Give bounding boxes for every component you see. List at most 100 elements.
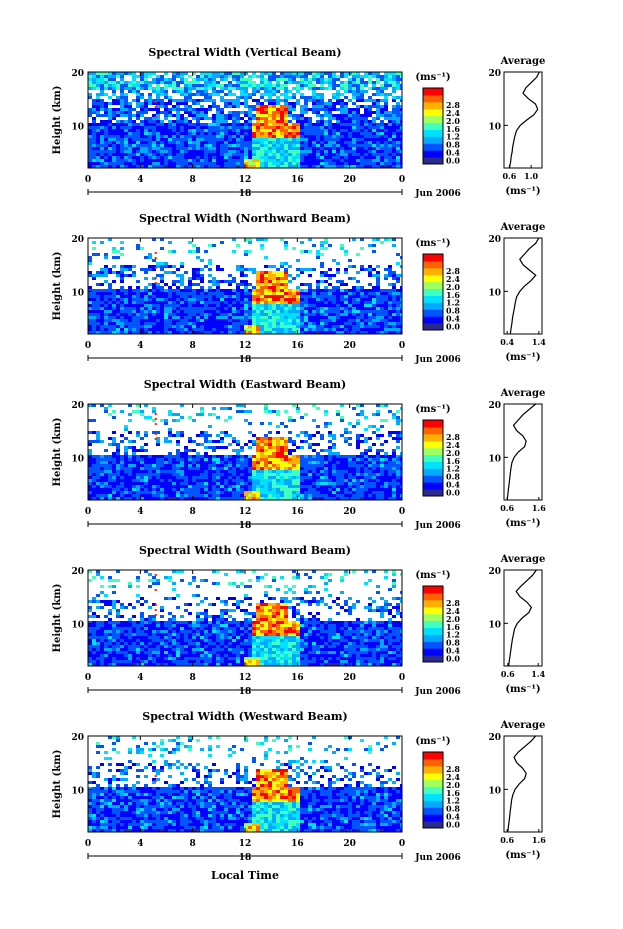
colorbar-tick-label: 2.4 [446,440,460,450]
colorbar-tick-label: 0.8 [446,472,460,482]
colorbar-swatch [423,800,443,808]
colorbar-swatch [423,613,443,622]
colorbar-unit: (ms⁻¹) [415,404,450,415]
colorbar-swatch [423,150,443,158]
colorbar-swatch [423,295,443,303]
colorbar-tick-label: 0.0 [446,156,460,166]
x-tick-label: 12 [239,673,252,683]
colorbar-swatch [423,627,443,635]
colorbar-swatch [423,426,443,435]
x-tick-label: 8 [190,175,196,185]
colorbar-unit: (ms⁻¹) [415,238,450,249]
colorbar-tick-label: 2.4 [446,108,460,118]
average-x-tick-label: 0.4 [500,337,514,347]
colorbar-tick-label: 1.2 [446,132,460,142]
day-label: 18 [239,853,252,863]
colorbar-tick-label: 2.8 [446,432,460,442]
colorbar-swatch [423,641,443,649]
x-tick-label: 12 [239,839,252,849]
x-tick-label: 0 [85,839,91,849]
y-tick-label: 10 [71,454,84,464]
colorbar-swatch [423,254,443,262]
average-unit: (ms⁻¹) [505,186,540,197]
panel-title: Spectral Width (Westward Beam) [142,710,347,723]
average-y-tick-label: 10 [488,454,501,464]
average-profile-line [508,569,537,667]
colorbar-swatch [423,592,443,601]
y-tick-label: 20 [71,401,84,411]
average-y-tick-label: 20 [488,567,501,577]
colorbar-tick-label: 0.4 [446,480,460,490]
average-unit: (ms⁻¹) [505,352,540,363]
colorbar-tick-label: 2.8 [446,266,460,276]
colorbar-swatch [423,101,443,110]
x-tick-label: 20 [343,175,356,185]
colorbar-tick-label: 0.8 [446,638,460,648]
colorbar-swatch [423,648,443,656]
colorbar-unit: (ms⁻¹) [415,570,450,581]
colorbar-swatch [423,302,443,310]
average-x-tick-label: 1.0 [524,171,538,181]
x-tick-label: 8 [190,341,196,351]
average-y-tick-label: 20 [488,69,501,79]
colorbar-tick-label: 0.8 [446,306,460,316]
average-y-tick-label: 10 [488,122,501,132]
average-unit: (ms⁻¹) [505,684,540,695]
colorbar-swatch [423,807,443,815]
colorbar-swatch [423,461,443,469]
spectral-width-panel-2: Spectral Width (Northward Beam) 20 10 Heigh… [52,212,546,365]
y-tick-label: 10 [71,786,84,796]
average-title: Average [500,388,546,399]
average-y-tick-label: 10 [488,620,501,630]
y-axis-label: Height (km) [52,584,63,653]
day-label: 18 [239,521,252,531]
colorbar-tick-label: 2.0 [446,448,460,458]
colorbar-swatch [423,475,443,483]
date-label: Jun 2006 [414,355,461,365]
average-y-tick-label: 20 [488,401,501,411]
average-y-tick-label: 20 [488,733,501,743]
x-tick-label: 16 [291,341,304,351]
colorbar-swatch [423,786,443,794]
average-y-tick-label: 10 [488,786,501,796]
colorbar-tick-label: 0.8 [446,804,460,814]
colorbar-tick-label: 0.0 [446,820,460,830]
average-title: Average [500,222,546,233]
colorbar-swatch [423,309,443,317]
x-tick-label: 0 [399,839,405,849]
colorbar-tick-label: 1.6 [446,290,460,300]
y-tick-label: 10 [71,288,84,298]
x-tick-label: 20 [343,673,356,683]
x-tick-label: 16 [291,175,304,185]
x-tick-label: 4 [137,507,143,517]
average-title: Average [500,554,546,565]
average-x-tick-label: 0.6 [502,171,516,181]
average-frame [503,403,543,501]
average-x-tick-label: 1.4 [531,669,545,679]
colorbar-tick-label: 1.6 [446,124,460,134]
colorbar-tick-label: 2.4 [446,274,460,284]
colorbar-swatch [423,157,443,165]
colorbar-swatch [423,655,443,663]
x-tick-label: 0 [85,507,91,517]
spectral-width-panel-4: Spectral Width (Southward Beam) 20 10 Heigh… [52,544,546,697]
colorbar-swatch [423,323,443,331]
colorbar-swatch [423,758,443,767]
date-label: Jun 2006 [414,521,461,531]
colorbar-tick-label: 2.0 [446,282,460,292]
colorbar-swatch [423,420,443,428]
colorbar-tick-label: 2.8 [446,598,460,608]
colorbar-tick-label: 0.4 [446,148,460,158]
average-profile-line [508,71,540,169]
x-tick-label: 8 [190,673,196,683]
colorbar-swatch [423,108,443,117]
colorbar-tick-label: 0.0 [446,322,460,332]
average-unit: (ms⁻¹) [505,518,540,529]
day-label: 18 [239,687,252,697]
colorbar-swatch [423,433,443,442]
x-tick-label: 0 [399,673,405,683]
colorbar-swatch [423,814,443,822]
colorbar-tick-label: 0.0 [446,488,460,498]
colorbar-tick-label: 2.0 [446,780,460,790]
colorbar-swatch [423,88,443,96]
